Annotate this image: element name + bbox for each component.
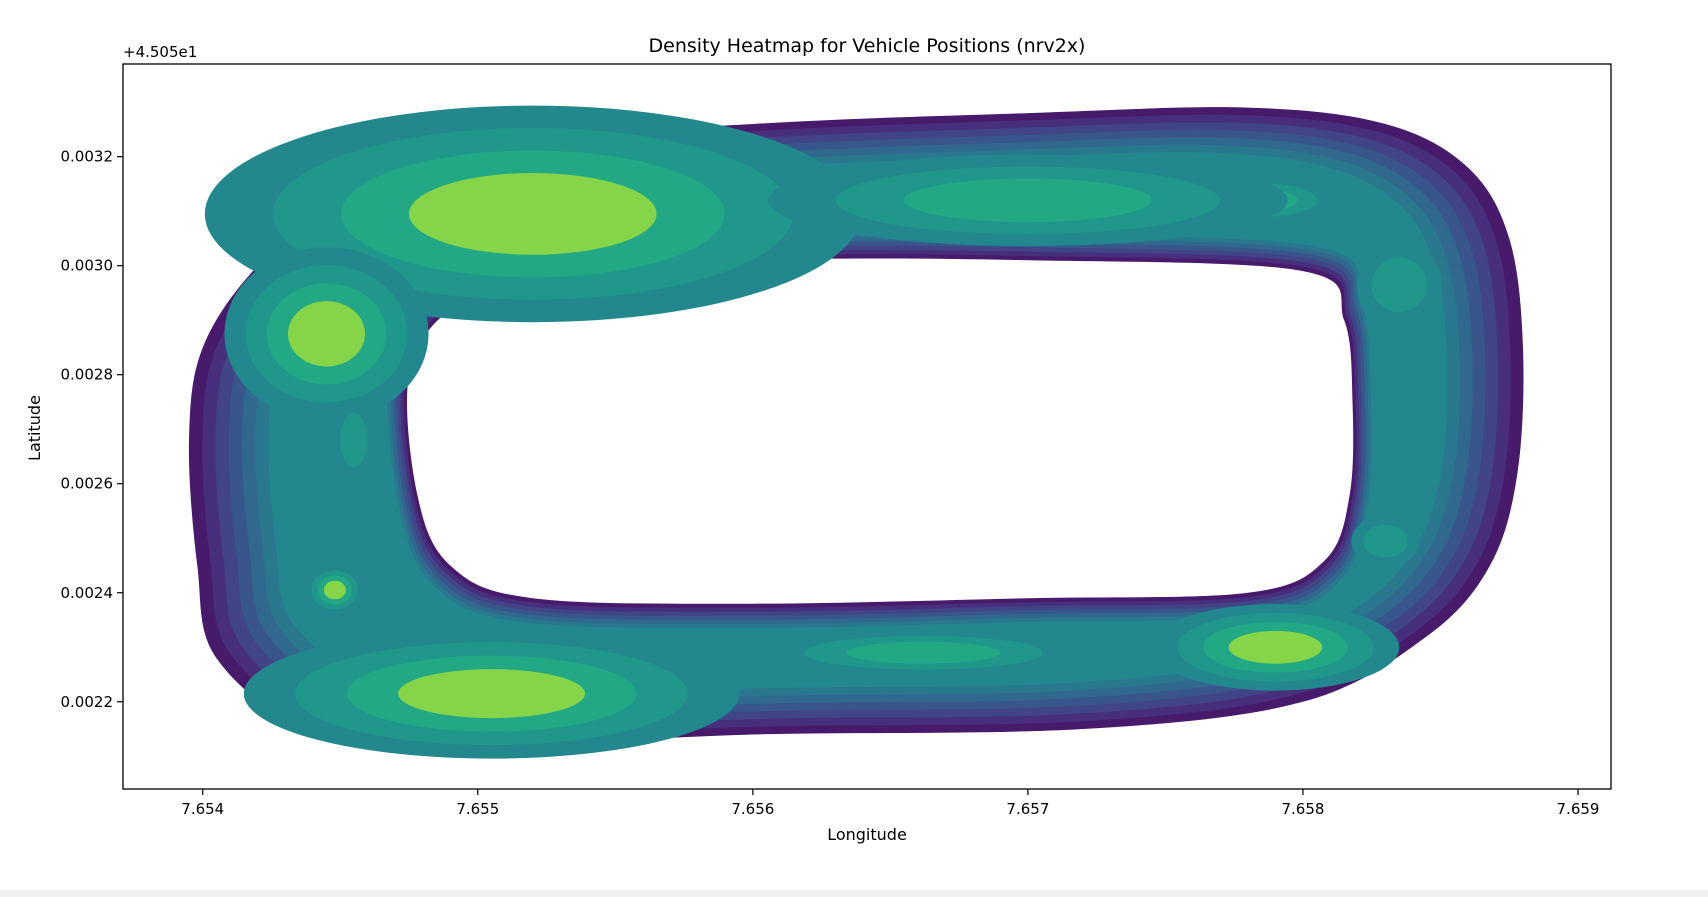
y-axis-label: Latitude <box>25 395 44 461</box>
y-tick-label: 0.0024 <box>61 584 114 602</box>
y-offset-label: +4.505e1 <box>123 43 197 61</box>
y-axis-ticks: 0.0022 0.0024 0.0026 0.0028 0.0030 0.0032 <box>61 148 123 711</box>
density-hotspot-2-level-10 <box>288 301 365 367</box>
x-tick-label: 7.655 <box>456 800 499 818</box>
density-hotspot-9-level-8 <box>340 412 368 468</box>
x-axis-ticks: 7.654 7.655 7.656 7.657 7.658 7.659 <box>181 789 1599 818</box>
density-hotspot-1-level-10 <box>409 173 657 255</box>
density-hotspot-10-level-9 <box>846 641 1001 664</box>
y-tick-label: 0.0030 <box>61 257 114 275</box>
chart-title: Density Heatmap for Vehicle Positions (n… <box>649 35 1086 57</box>
density-hotspot-8-level-8 <box>1371 257 1427 313</box>
x-tick-label: 7.656 <box>731 800 774 818</box>
y-tick-label: 0.0032 <box>61 148 114 166</box>
density-hotspot-11-level-9 <box>904 178 1152 223</box>
y-tick-label: 0.0026 <box>61 475 114 493</box>
window-bottom-strip <box>0 890 1708 897</box>
density-contours <box>188 105 1524 759</box>
y-tick-label: 0.0022 <box>61 693 114 711</box>
x-axis-label: Longitude <box>827 825 907 844</box>
x-tick-label: 7.659 <box>1557 800 1600 818</box>
plot-frame <box>122 63 1612 790</box>
density-hotspot-4-level-10 <box>398 669 586 719</box>
density-hotspot-5-level-10 <box>1228 630 1323 664</box>
density-hotspot-3-level-10 <box>323 580 346 600</box>
density-hotspot-7-level-8 <box>1363 524 1408 558</box>
x-tick-label: 7.654 <box>181 800 224 818</box>
x-tick-label: 7.657 <box>1006 800 1049 818</box>
x-tick-label: 7.658 <box>1281 800 1324 818</box>
y-tick-label: 0.0028 <box>61 366 114 384</box>
